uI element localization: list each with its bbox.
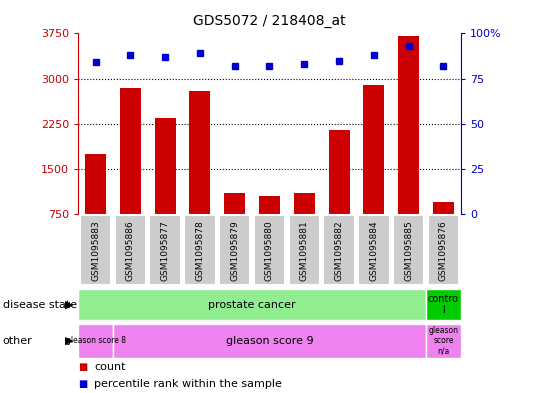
Text: GSM1095886: GSM1095886 (126, 220, 135, 281)
Bar (433, 202, 454, 214)
Text: GSM1095882: GSM1095882 (335, 220, 343, 281)
Text: gleason
score
n/a: gleason score n/a (429, 326, 459, 356)
Text: contro
l: contro l (428, 294, 459, 315)
Text: GSM1095877: GSM1095877 (161, 220, 170, 281)
Text: GSM1095876: GSM1095876 (439, 220, 448, 281)
Bar (120, 88, 141, 214)
Text: percentile rank within the sample: percentile rank within the sample (94, 379, 282, 389)
Text: prostate cancer: prostate cancer (208, 299, 296, 310)
Bar (224, 193, 245, 214)
Text: ■: ■ (78, 362, 87, 373)
Bar (294, 193, 315, 214)
Bar (190, 91, 210, 214)
Text: GDS5072 / 218408_at: GDS5072 / 218408_at (193, 14, 346, 28)
Text: disease state: disease state (3, 299, 77, 310)
Text: ▶: ▶ (65, 299, 73, 310)
Bar (155, 118, 176, 214)
Text: GSM1095878: GSM1095878 (196, 220, 204, 281)
Text: count: count (94, 362, 126, 373)
Text: ■: ■ (78, 379, 87, 389)
Text: GSM1095880: GSM1095880 (265, 220, 274, 281)
Text: GSM1095885: GSM1095885 (404, 220, 413, 281)
Text: gleason score 8: gleason score 8 (66, 336, 126, 345)
Text: other: other (3, 336, 32, 346)
Text: GSM1095883: GSM1095883 (91, 220, 100, 281)
Text: GSM1095881: GSM1095881 (300, 220, 309, 281)
Text: ▶: ▶ (65, 336, 73, 346)
Bar (398, 37, 419, 214)
Text: GSM1095879: GSM1095879 (230, 220, 239, 281)
Bar (85, 154, 106, 214)
Bar (363, 84, 384, 214)
Bar (329, 130, 349, 214)
Text: gleason score 9: gleason score 9 (226, 336, 313, 346)
Text: GSM1095884: GSM1095884 (369, 220, 378, 281)
Bar (259, 196, 280, 214)
